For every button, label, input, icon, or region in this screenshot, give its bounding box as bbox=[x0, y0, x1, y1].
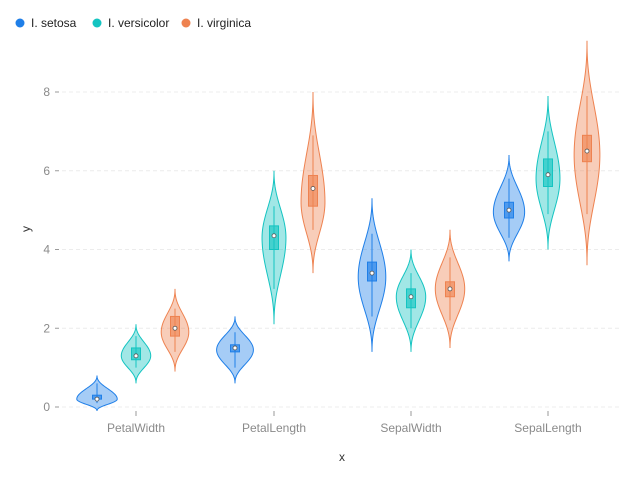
box bbox=[582, 134, 592, 163]
violin-iversicolor-sepalwidth bbox=[395, 249, 427, 352]
legend-label: I. versicolor bbox=[108, 16, 169, 30]
median-marker bbox=[232, 345, 238, 351]
y-axis-ticks: 0 2 4 6 8 bbox=[43, 85, 59, 414]
violin-ivirginica-sepalwidth bbox=[434, 229, 466, 348]
x-tick-label: PetalWidth bbox=[107, 421, 165, 435]
median-marker bbox=[369, 270, 375, 276]
violin-iversicolor-sepallength bbox=[535, 95, 561, 250]
legend-item: I. versicolor bbox=[92, 16, 169, 30]
x-axis-title: x bbox=[339, 450, 345, 464]
median-marker bbox=[506, 207, 512, 213]
x-axis-ticks: PetalWidth PetalLength SepalWidth SepalLeng… bbox=[107, 411, 582, 435]
legend-label: I. virginica bbox=[197, 16, 251, 30]
legend-item: I. virginica bbox=[181, 16, 251, 30]
violin-iversicolor-petallength bbox=[261, 170, 287, 325]
violin-isetosa-sepallength bbox=[492, 154, 526, 262]
median-marker bbox=[408, 294, 414, 300]
legend: I. setosa I. versicolor I. virginica bbox=[15, 16, 251, 30]
y-tick-label: 4 bbox=[43, 243, 50, 257]
violin-isetosa-petalwidth bbox=[76, 375, 118, 411]
violin-ivirginica-petallength bbox=[300, 91, 326, 274]
median-marker bbox=[310, 186, 316, 191]
median-marker bbox=[584, 148, 590, 154]
legend-marker bbox=[181, 18, 191, 28]
median-marker bbox=[447, 286, 453, 292]
median-marker bbox=[133, 353, 139, 359]
violin-ivirginica-sepallength bbox=[573, 40, 601, 266]
gridlines bbox=[62, 91, 620, 408]
median-marker bbox=[271, 233, 277, 239]
y-axis-title: y bbox=[19, 226, 33, 232]
violin-isetosa-sepalwidth bbox=[357, 198, 387, 352]
y-tick-label: 8 bbox=[43, 85, 50, 99]
y-tick-label: 2 bbox=[43, 321, 50, 335]
y-tick-label: 0 bbox=[43, 400, 50, 414]
legend-label: I. setosa bbox=[31, 16, 77, 30]
violin-iversicolor-petalwidth bbox=[120, 324, 152, 384]
median-marker bbox=[545, 172, 551, 178]
violin-ivirginica-petalwidth bbox=[160, 288, 190, 372]
x-tick-label: SepalLength bbox=[514, 421, 581, 435]
x-tick-label: PetalLength bbox=[242, 421, 306, 435]
legend-item: I. setosa bbox=[15, 16, 77, 30]
legend-marker bbox=[15, 18, 25, 28]
x-tick-label: SepalWidth bbox=[380, 421, 441, 435]
median-marker bbox=[172, 325, 178, 331]
y-tick-label: 6 bbox=[43, 164, 50, 178]
median-marker bbox=[94, 396, 100, 402]
violin-isetosa-petallength bbox=[216, 316, 254, 384]
violins bbox=[76, 40, 601, 411]
legend-marker bbox=[92, 18, 102, 28]
